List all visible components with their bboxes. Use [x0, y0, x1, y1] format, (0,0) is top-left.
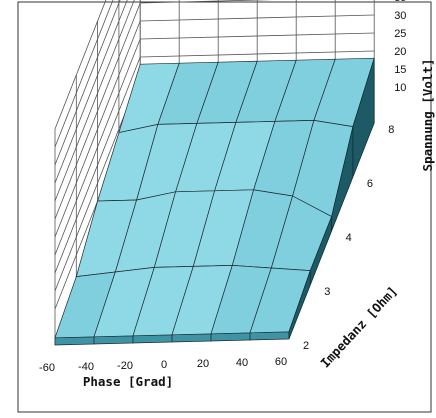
x-axis-title: Phase [Grad] [83, 374, 173, 389]
front-skirt-panel [132, 334, 173, 344]
x-axis-ticks: -60 -40 -20 0 20 40 60 [39, 356, 287, 374]
y-tick-label: 6 [367, 178, 373, 190]
x-tick-label: 60 [275, 356, 287, 368]
x-tick-label: 20 [197, 358, 209, 370]
front-skirt-panel [171, 333, 212, 343]
right-skirt-panel [352, 58, 375, 178]
front-skirt-panel [54, 336, 95, 346]
left-wall-gridline-horizontal [54, 56, 141, 274]
x-tick-label: 0 [161, 359, 167, 371]
front-skirt-panel [249, 331, 290, 341]
y-tick-label: 8 [388, 124, 394, 136]
front-skirt-panel [93, 335, 134, 345]
left-wall-gridline-horizontal [54, 0, 128, 184]
front-skirt-panel [210, 332, 251, 342]
back-wall-gridline-horizontal [140, 32, 375, 40]
z-tick-label: 25 [394, 28, 406, 40]
plot-frame [17, 1, 432, 413]
x-tick-label: -60 [39, 362, 55, 374]
z-axis-title: Spannung [Volt] [420, 59, 435, 172]
left-wall-gridline-horizontal [54, 0, 114, 148]
z-tick-label: 20 [394, 46, 406, 58]
left-wall-gridline-horizontal [54, 0, 107, 130]
y-tick-label: 3 [324, 286, 330, 298]
left-wall-gridline-horizontal [54, 0, 135, 202]
back-wall-gridline-horizontal [140, 14, 375, 22]
surface-mesh [54, 57, 375, 346]
z-tick-label: 10 [394, 82, 406, 94]
x-tick-label: 40 [236, 357, 248, 369]
left-wall-gridline-horizontal [54, 2, 141, 220]
z-tick-label: 15 [394, 64, 406, 76]
back-wall-gridline-horizontal [140, 0, 273, 4]
left-wall-gridline-horizontal [54, 0, 121, 166]
z-tick-label: 35 [394, 0, 406, 4]
left-wall-gridline-horizontal [54, 20, 141, 238]
y-tick-label: 2 [303, 340, 309, 352]
y-axis-ticks: 2 3 4 6 8 [303, 124, 394, 352]
back-wall-gridline-horizontal [140, 50, 375, 58]
z-tick-label: 30 [394, 10, 406, 22]
left-wall-gridline-horizontal [54, 38, 141, 256]
y-tick-label: 4 [346, 232, 352, 244]
z-axis-ticks: 1015202530354045505560 [394, 0, 406, 94]
x-tick-label: -40 [78, 361, 94, 373]
x-tick-label: -20 [117, 360, 133, 372]
